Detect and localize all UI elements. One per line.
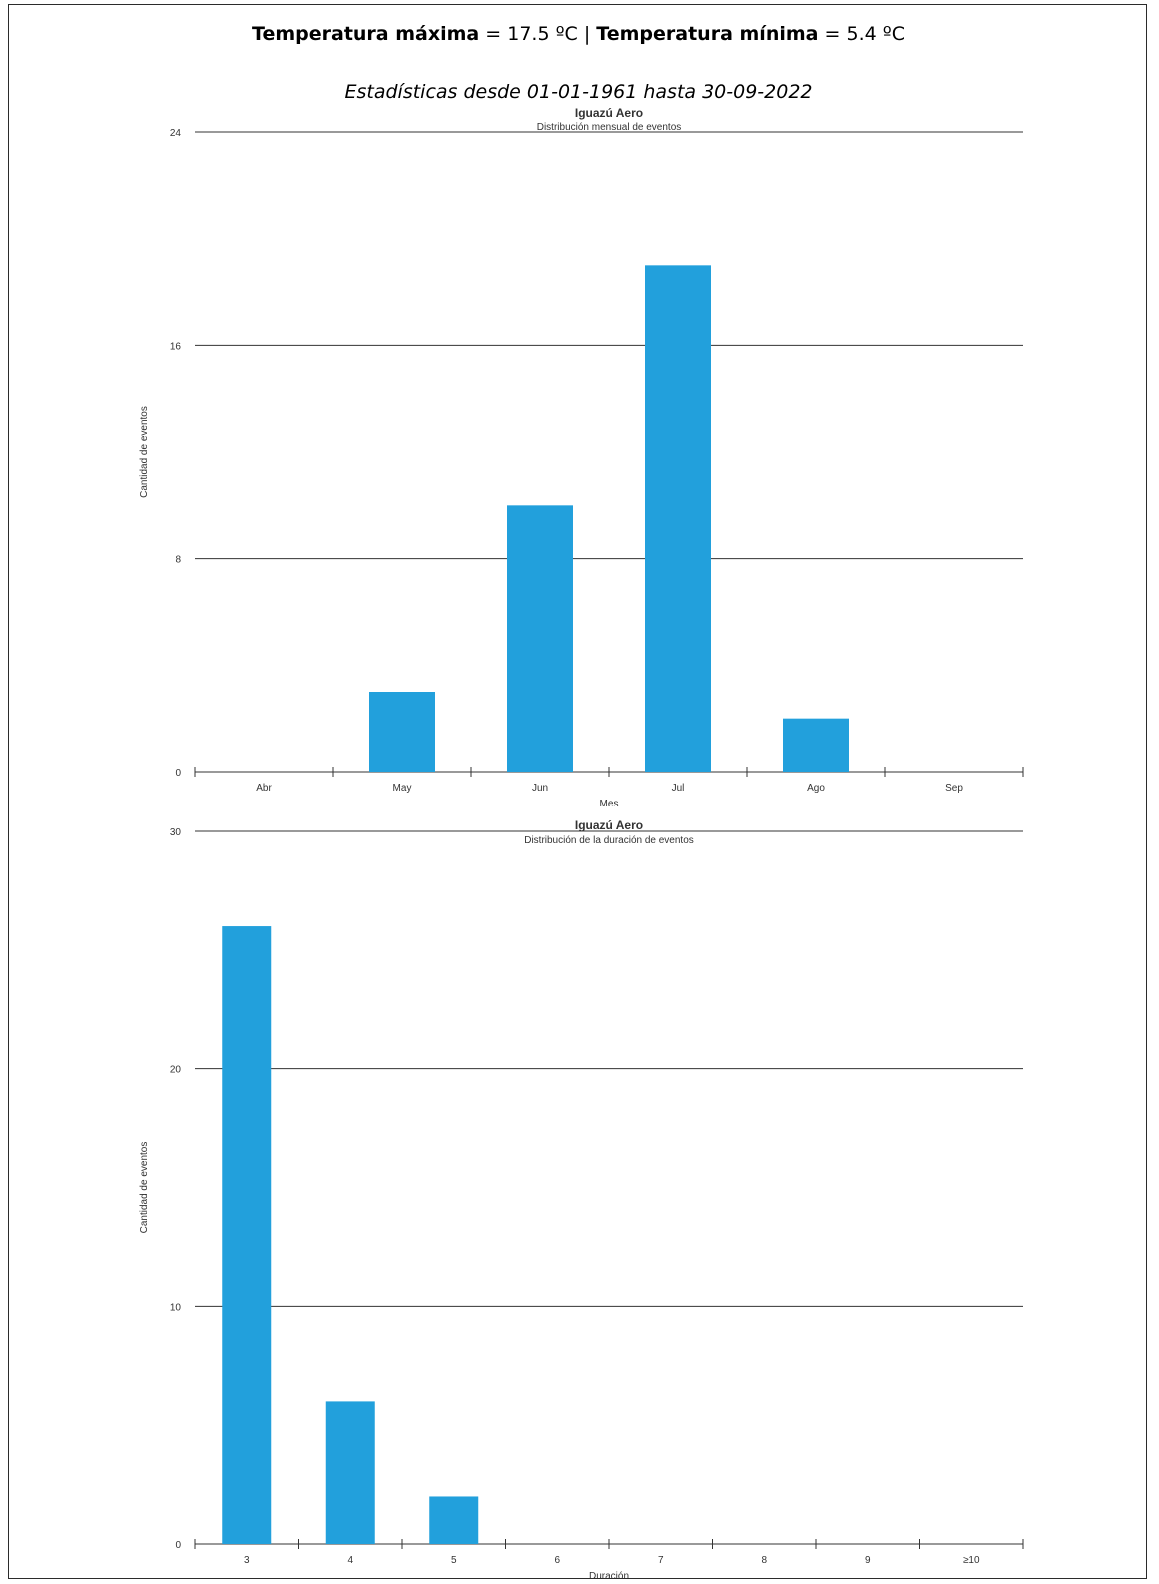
- y-tick-label: 10: [170, 1302, 182, 1313]
- x-tick-label: 9: [865, 1555, 871, 1566]
- x-tick-label: 3: [244, 1555, 250, 1566]
- x-axis-title: Duración: [589, 1571, 629, 1578]
- x-tick-label: 8: [761, 1555, 767, 1566]
- x-tick-label: Ago: [807, 783, 825, 794]
- x-tick-label: 7: [658, 1555, 664, 1566]
- y-axis-title: Cantidad de eventos: [139, 1142, 150, 1234]
- statistics-period: Estadísticas desde 01-01-1961 hasta 30-0…: [344, 81, 813, 103]
- bar-4: [325, 1401, 375, 1544]
- min-temp-label: Temperatura mínima: [596, 23, 819, 45]
- y-tick-label: 20: [170, 1065, 182, 1076]
- report-frame: Temperatura máxima = 17.5 ºC | Temperatu…: [8, 4, 1147, 1579]
- y-tick-label: 30: [170, 827, 182, 838]
- y-tick-label: 16: [170, 341, 182, 352]
- bar-Ago: [783, 718, 849, 772]
- bar-5: [429, 1496, 479, 1544]
- x-tick-label: Abr: [256, 783, 272, 794]
- chart-subtitle: Distribución mensual de eventos: [537, 122, 682, 133]
- y-tick-label: 0: [175, 1540, 181, 1551]
- x-tick-label: 5: [451, 1555, 457, 1566]
- y-tick-label: 0: [175, 768, 181, 779]
- bar-Jul: [645, 265, 711, 772]
- y-tick-label: 24: [170, 128, 182, 139]
- x-tick-label: ≥10: [963, 1555, 980, 1566]
- duration-distribution-chart: Iguazú Aero Distribución de la duración d…: [139, 818, 1024, 1578]
- x-tick-label: Jul: [672, 783, 685, 794]
- max-temp-label: Temperatura máxima: [252, 23, 480, 45]
- bar-Jun: [507, 505, 573, 772]
- x-tick-label: 4: [347, 1555, 353, 1566]
- x-tick-label: May: [393, 783, 412, 794]
- monthly-distribution-chart: Iguazú Aero Distribución mensual de event…: [139, 106, 1024, 806]
- bar-May: [369, 692, 435, 772]
- min-temp-value: = 5.4 ºC: [818, 23, 905, 45]
- x-tick-label: Jun: [532, 783, 548, 794]
- max-temp-value: = 17.5 ºC |: [479, 23, 597, 45]
- bar-3: [222, 926, 272, 1544]
- x-axis-title: Mes: [600, 799, 619, 806]
- chart-title: Iguazú Aero: [575, 818, 643, 832]
- temperature-summary: Temperatura máxima = 17.5 ºC | Temperatu…: [9, 23, 1148, 45]
- y-tick-label: 8: [175, 555, 181, 566]
- y-axis-title: Cantidad de eventos: [139, 406, 150, 498]
- x-tick-label: Sep: [945, 783, 963, 794]
- x-tick-label: 6: [554, 1555, 560, 1566]
- chart-title: Iguazú Aero: [575, 106, 643, 120]
- chart-subtitle: Distribución de la duración de eventos: [524, 835, 694, 846]
